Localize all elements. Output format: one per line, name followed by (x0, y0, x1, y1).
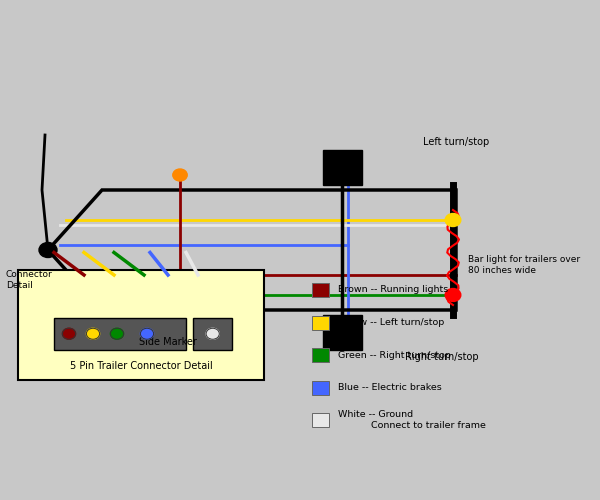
Bar (312, 380, 329, 394)
Bar (312, 283, 329, 297)
Bar (323, 150, 362, 185)
Text: Yellow -- Left turn/stop: Yellow -- Left turn/stop (338, 318, 444, 327)
Circle shape (445, 214, 461, 226)
Text: White -- Ground
           Connect to trailer frame: White -- Ground Connect to trailer frame (338, 410, 485, 430)
Text: Green -- Right turn/stop: Green -- Right turn/stop (338, 350, 451, 360)
Text: Blue -- Electric brakes: Blue -- Electric brakes (338, 383, 442, 392)
Text: Left turn/stop: Left turn/stop (423, 137, 489, 147)
Text: Right turn/stop: Right turn/stop (405, 352, 479, 362)
Bar (312, 413, 329, 427)
Text: Side Marker: Side Marker (139, 337, 197, 347)
Bar (312, 348, 329, 362)
Circle shape (62, 328, 76, 339)
Bar (193, 318, 232, 350)
Bar (323, 315, 362, 350)
Circle shape (86, 328, 100, 339)
Bar (18, 270, 264, 380)
Text: Bar light for trailers over
80 inches wide: Bar light for trailers over 80 inches wi… (468, 256, 580, 274)
Bar (54, 318, 186, 350)
Circle shape (39, 242, 57, 258)
Text: 5 Pin Trailer Connector Detail: 5 Pin Trailer Connector Detail (70, 361, 212, 371)
Circle shape (110, 328, 124, 339)
Circle shape (140, 328, 154, 339)
Text: Connector
Detail: Connector Detail (6, 270, 53, 289)
Circle shape (206, 328, 220, 339)
Text: Brown -- Running lights: Brown -- Running lights (338, 286, 448, 294)
Circle shape (445, 288, 461, 302)
Bar (312, 316, 329, 330)
Circle shape (173, 169, 187, 181)
